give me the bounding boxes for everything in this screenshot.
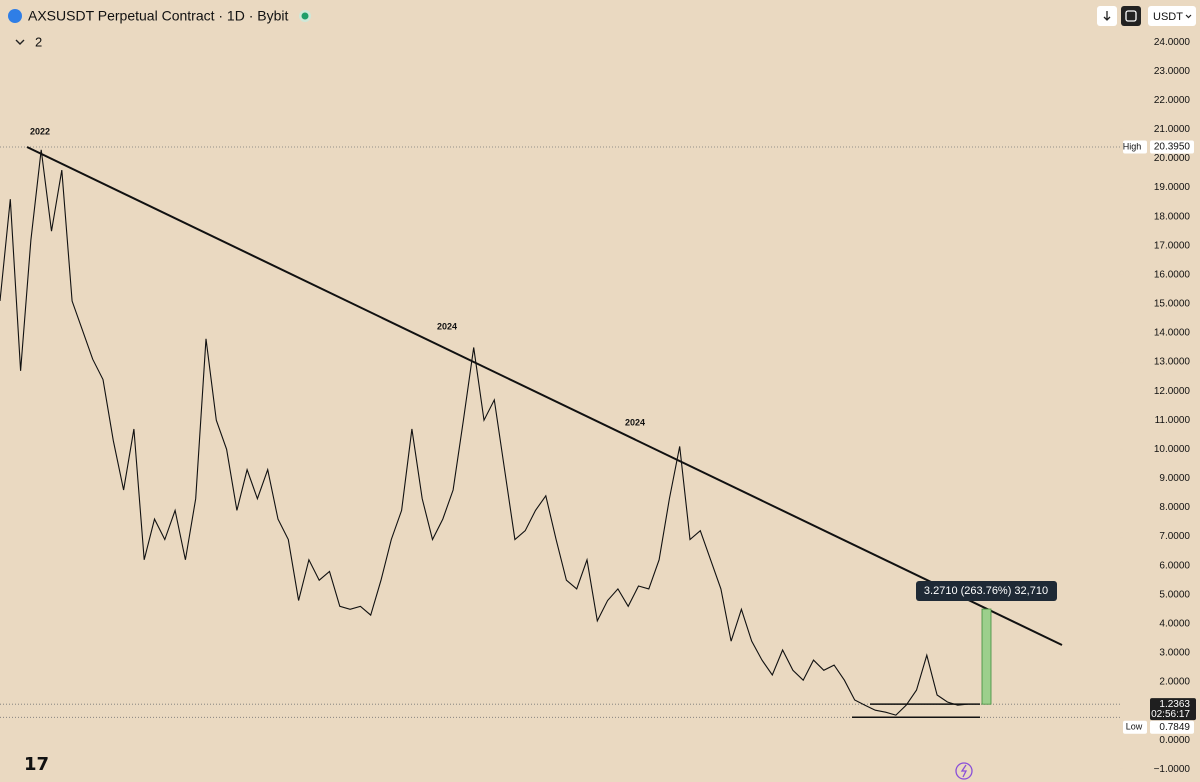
high-name-box: [1123, 140, 1147, 154]
y-tick-label: 0.0000: [1159, 735, 1190, 746]
tv-logo: 𝟭𝟳: [24, 754, 49, 774]
fullscreen-icon: [1125, 10, 1137, 22]
download-icon: [1103, 11, 1111, 21]
y-tick-label: 19.0000: [1154, 182, 1191, 193]
y-tick-label: 14.0000: [1154, 328, 1191, 339]
annotation: 2024: [625, 418, 645, 428]
measure-box: [916, 581, 1057, 601]
annotation: 2022: [30, 127, 50, 137]
low-value: 0.7849: [1159, 722, 1190, 733]
countdown: 02:56:17: [1151, 709, 1190, 720]
y-tick-label: 23.0000: [1154, 66, 1191, 77]
fullscreen-button[interactable]: [1121, 6, 1141, 26]
low-name-box: [1123, 720, 1147, 734]
collapse-chevron[interactable]: [15, 39, 25, 45]
y-tick-label: 5.0000: [1159, 589, 1190, 600]
chart-title: AXSUSDT Perpetual Contract · 1D · Bybit: [28, 8, 289, 24]
symbol-logo: [8, 9, 22, 23]
y-tick-label: 22.0000: [1154, 95, 1191, 106]
y-tick-label: 10.0000: [1154, 444, 1191, 455]
y-tick-label: 20.0000: [1154, 153, 1191, 164]
low-value-box: [1150, 720, 1194, 734]
y-tick-label: 2.0000: [1159, 677, 1190, 688]
currency-label: USDT: [1153, 11, 1183, 23]
y-tick-label: 3.0000: [1159, 648, 1190, 659]
y-tick-label: 7.0000: [1159, 531, 1190, 542]
y-tick-label: 13.0000: [1154, 357, 1191, 368]
dropdown-chevron: [1185, 14, 1192, 19]
indicator-count: 2: [35, 34, 42, 49]
y-tick-label: 6.0000: [1159, 560, 1190, 571]
trendline: [26, 146, 1063, 646]
y-tick-label: 8.0000: [1159, 502, 1190, 513]
y-tick-label: 21.0000: [1154, 124, 1191, 135]
y-tick-label: 16.0000: [1154, 269, 1191, 280]
last-price-box: [1150, 698, 1196, 721]
status-dot: [301, 12, 309, 20]
y-tick-label: 11.0000: [1155, 415, 1191, 426]
last-price: 1.2363: [1159, 699, 1190, 710]
measure-label: 3.2710 (263.76%) 32,710: [924, 585, 1048, 597]
y-tick-label: 18.0000: [1154, 211, 1191, 222]
lightning-button[interactable]: [955, 762, 973, 780]
high-name: High: [1123, 141, 1142, 151]
high-value-box: [1150, 140, 1194, 154]
measure-bar: [981, 608, 992, 705]
y-tick-label: 4.0000: [1159, 618, 1190, 629]
y-tick-label: 17.0000: [1154, 240, 1191, 251]
high-value: 20.3950: [1154, 142, 1191, 153]
currency-dropdown[interactable]: [1148, 6, 1196, 26]
price-line: [0, 149, 969, 716]
y-tick-label: 15.0000: [1154, 299, 1191, 310]
y-tick-label: 24.0000: [1154, 37, 1191, 48]
y-tick-label: 9.0000: [1159, 473, 1190, 484]
lightning-icon: [960, 764, 968, 778]
annotation: 2024: [437, 322, 457, 332]
y-tick-label: 12.0000: [1154, 386, 1191, 397]
y-tick-label: −1.0000: [1154, 764, 1191, 775]
low-name: Low: [1126, 722, 1143, 732]
